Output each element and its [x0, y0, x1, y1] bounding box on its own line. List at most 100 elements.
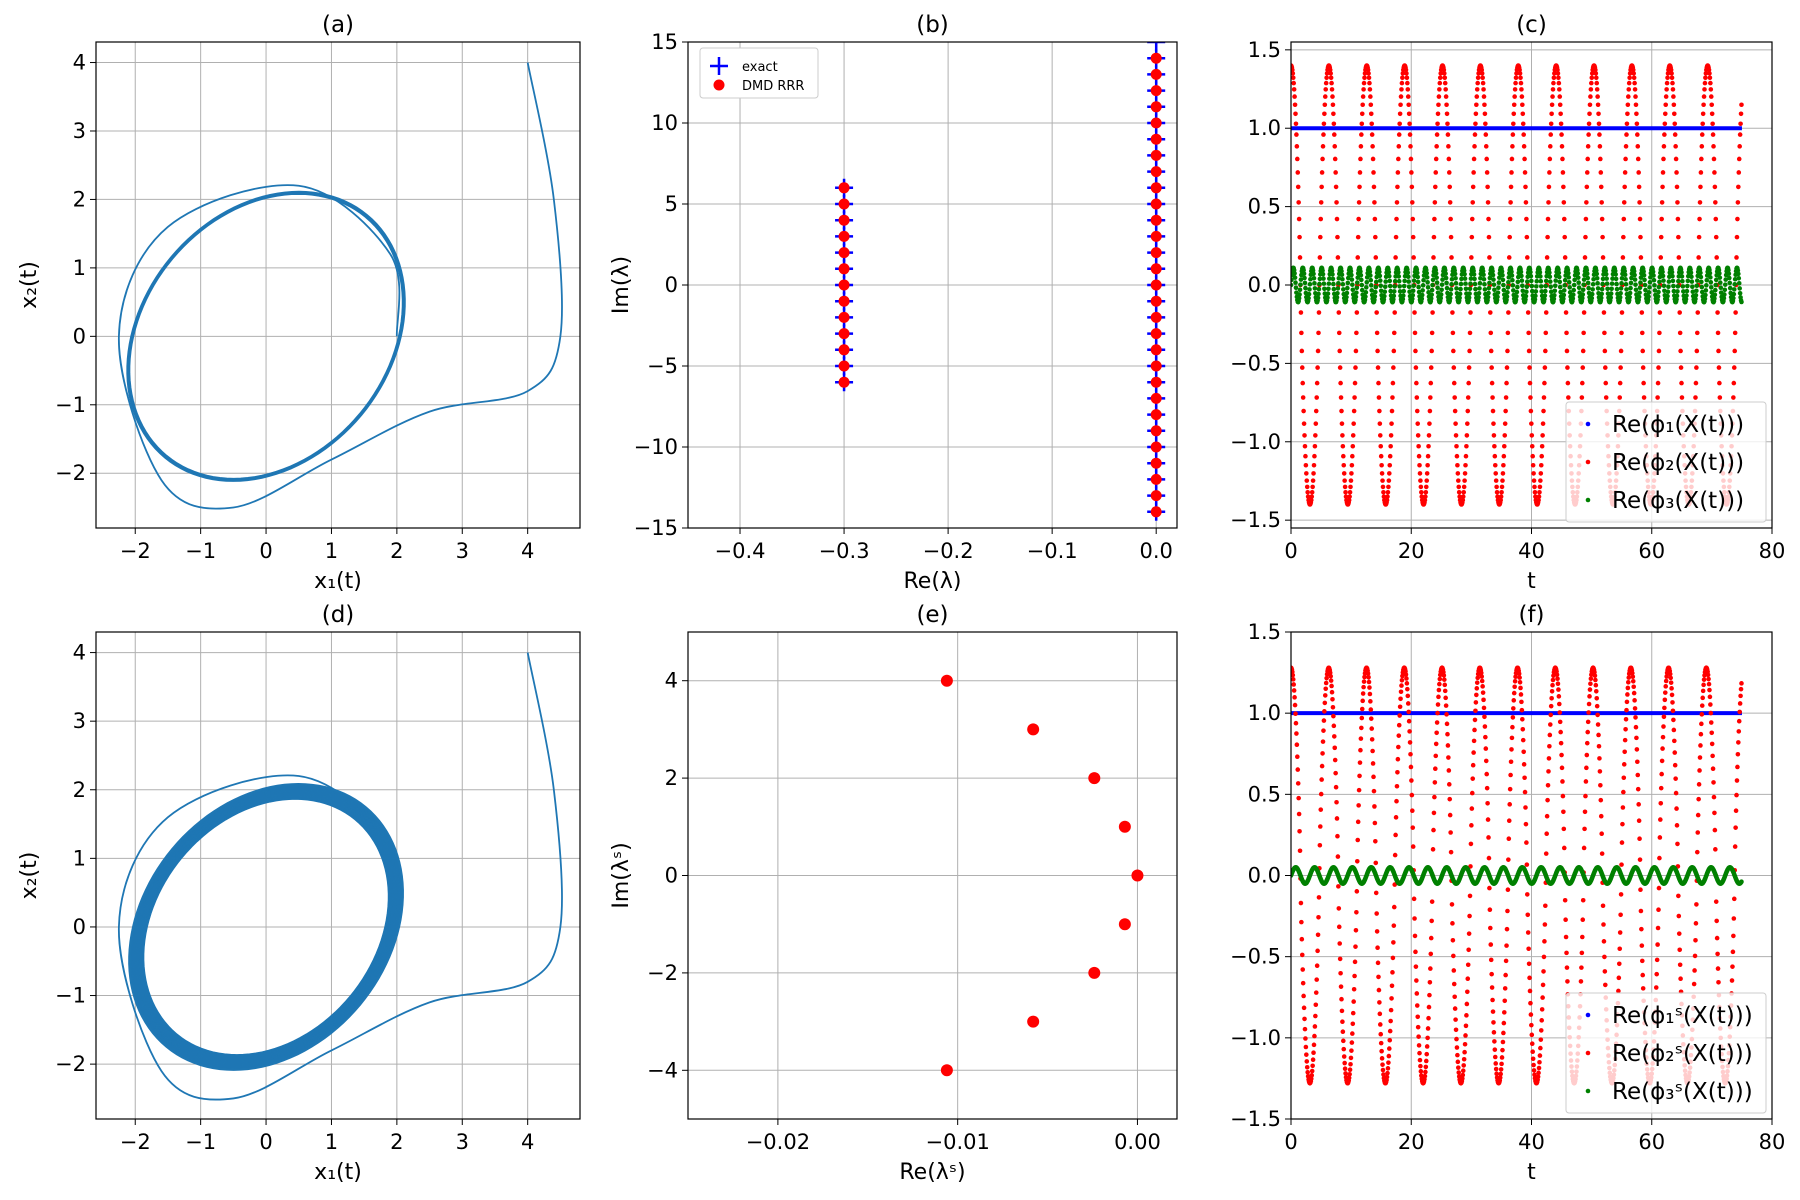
phi2-point	[1580, 380, 1585, 386]
phi2-point	[1387, 1028, 1393, 1034]
phi2-point	[1659, 771, 1664, 777]
phi2-point	[1328, 71, 1333, 76]
phi3-point	[1702, 296, 1708, 302]
phi2-point	[1355, 837, 1361, 843]
phi3-point	[1468, 276, 1474, 281]
x-axis-label: t	[1527, 569, 1536, 594]
phi2-point	[1296, 811, 1302, 817]
phi2-point	[1467, 330, 1473, 336]
phi2-point	[1509, 747, 1514, 752]
phi2-point	[1434, 720, 1440, 725]
phi2-point	[1450, 921, 1455, 926]
phi2-point	[1330, 94, 1335, 99]
phi2-point	[1350, 433, 1356, 438]
phi3-point	[1547, 270, 1552, 275]
phi3-point	[1340, 282, 1346, 287]
phi3-point	[1391, 293, 1397, 299]
axes-frame	[1290, 41, 1773, 529]
phi2-point	[1512, 94, 1517, 99]
phi3-point	[1543, 278, 1549, 284]
phi2-point	[1349, 1048, 1354, 1053]
phi3-point	[1576, 285, 1582, 291]
y-tick-label: −1.5	[1230, 1107, 1281, 1131]
phi2-point	[1667, 671, 1673, 677]
phi2-point	[1291, 688, 1297, 693]
phi2-point	[1694, 902, 1699, 907]
phi2-point	[1551, 75, 1557, 81]
phi2-point	[1557, 102, 1563, 108]
phi2-point	[1556, 80, 1562, 86]
dmd-marker	[1150, 360, 1162, 372]
phi2-point	[1452, 994, 1457, 1000]
y-tick-label: 0	[73, 324, 86, 348]
phi2-point	[1697, 216, 1702, 222]
phi2-point	[1625, 111, 1630, 117]
phi2-point	[1631, 75, 1637, 81]
phi2-point	[1389, 408, 1395, 414]
phi2-point	[1582, 826, 1587, 832]
phi2-point	[1671, 717, 1676, 723]
phi2-point	[1450, 330, 1456, 336]
phi3-point	[1539, 289, 1545, 294]
phi2-point	[1387, 462, 1393, 468]
phi3-point	[1590, 287, 1595, 292]
phi3-point	[1576, 280, 1581, 285]
phi2-point	[1387, 453, 1393, 459]
phi3-point	[1345, 280, 1351, 286]
phi3-point	[1704, 283, 1709, 288]
phi2-point	[1433, 766, 1438, 772]
phi2-point	[1619, 330, 1624, 336]
phi2-point	[1561, 184, 1566, 190]
phi3-point	[1557, 274, 1562, 280]
phi3-point	[1472, 281, 1478, 287]
phi3-point	[1428, 296, 1434, 301]
phi2-point	[1638, 908, 1644, 914]
x-tick-label: 60	[1638, 539, 1665, 563]
phi2-point	[1341, 453, 1346, 459]
phi3-point	[1534, 278, 1540, 284]
x-tick-label: 1	[325, 539, 338, 563]
dmd-marker	[1150, 247, 1162, 259]
phi3-point	[1514, 289, 1520, 295]
trajectory-transient	[117, 652, 563, 1101]
phi2-point	[1634, 111, 1639, 117]
phi3-point	[1585, 280, 1591, 286]
phi2-point	[1318, 791, 1324, 797]
phi3-point	[1538, 284, 1544, 289]
phi2-point	[1312, 453, 1317, 459]
phi2-point	[1455, 1052, 1460, 1058]
phi3-point	[1482, 282, 1487, 287]
phi2-point	[1413, 348, 1418, 354]
phi2-point	[1593, 682, 1599, 688]
phi2-point	[1336, 310, 1342, 315]
phi2-point	[1479, 67, 1485, 73]
phi3-point	[1368, 277, 1374, 283]
phi2-point	[1390, 955, 1396, 961]
phi3-point	[1487, 275, 1493, 281]
phi2-point	[1309, 1073, 1315, 1078]
phi2-point	[1305, 494, 1311, 499]
phi2-point	[1338, 395, 1344, 400]
grid	[688, 632, 1177, 1119]
phi3-point	[1665, 289, 1671, 295]
phi3-point	[1416, 284, 1421, 290]
phi2-point	[1737, 144, 1742, 149]
phi2-point	[1564, 348, 1570, 354]
phi2-point	[1532, 1072, 1537, 1078]
phi3-point	[1567, 290, 1573, 295]
phi3-point	[1570, 292, 1576, 298]
phi2-point	[1455, 462, 1460, 468]
phi2-point	[1518, 685, 1523, 691]
phi2-point	[1530, 462, 1536, 468]
phi2-point	[1713, 216, 1719, 222]
phi2-point	[1530, 453, 1536, 459]
phi2-point	[1480, 684, 1485, 689]
phi2-point	[1407, 740, 1413, 745]
phi2-point	[1354, 858, 1360, 864]
phi3-point	[1567, 285, 1572, 290]
phi2-point	[1435, 111, 1441, 117]
phi2-point	[1543, 851, 1549, 856]
phi2-point	[1372, 216, 1378, 222]
phi2-point	[1405, 693, 1411, 699]
phi2-point	[1506, 310, 1511, 315]
